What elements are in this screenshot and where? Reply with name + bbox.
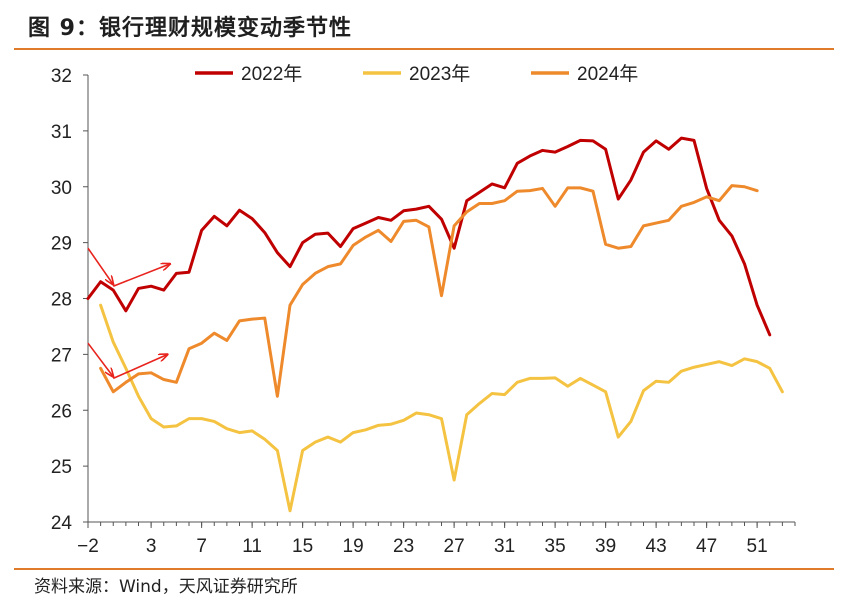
trend-arrow [87, 247, 113, 284]
trend-arrow [87, 342, 113, 377]
top-rule [14, 48, 834, 50]
x-tick-label: 7 [196, 536, 207, 557]
series-layer [86, 136, 784, 513]
x-tick-label: 23 [393, 536, 414, 557]
x-tick-label: 19 [343, 536, 364, 557]
y-tick-label: 28 [51, 290, 72, 311]
trend-arrow [112, 354, 167, 380]
x-tick-label: 47 [696, 536, 717, 557]
legend-label: 2024年 [577, 63, 638, 85]
y-tick-label: 31 [51, 122, 72, 143]
chart-title: 图 9：银行理财规模变动季节性 [28, 16, 352, 41]
series-line-2022年 [86, 136, 772, 337]
y-tick-label: 27 [51, 345, 72, 366]
y-tick-label: 26 [51, 401, 72, 422]
series-line-2023年 [99, 303, 784, 513]
x-tick-label: 27 [444, 536, 465, 557]
y-tick-label: 25 [51, 457, 72, 478]
y-tick-label: 32 [51, 66, 72, 87]
x-tick-label: 31 [494, 536, 515, 557]
x-tick-label: 39 [595, 536, 616, 557]
x-tick-label: 11 [242, 536, 262, 557]
y-tick-label: 29 [51, 234, 72, 255]
legend-label: 2023年 [409, 63, 470, 85]
legend-label: 2022年 [241, 63, 302, 85]
bottom-rule [14, 568, 834, 570]
trend-arrow [112, 264, 170, 287]
annotation-layer [87, 247, 170, 380]
x-tick-label: 3 [146, 536, 157, 557]
axes: 24 25 26 27 28 29 30 31 32 −2 3 7 11 15 19 23 27 31 35 39 43… [51, 66, 796, 557]
series-line-2024年 [99, 184, 759, 398]
x-tick-label: 15 [292, 536, 313, 557]
x-tick-label: −2 [77, 536, 99, 557]
y-tick-label: 24 [51, 513, 73, 534]
x-tick-label: 35 [545, 536, 566, 557]
x-tick-label: 51 [747, 536, 768, 557]
x-tick-label: 43 [646, 536, 667, 557]
source-note: 资料来源：Wind，天风证券研究所 [34, 577, 298, 597]
y-tick-label: 30 [51, 178, 72, 199]
legend: 2022年 2023年 2024年 [195, 63, 638, 85]
